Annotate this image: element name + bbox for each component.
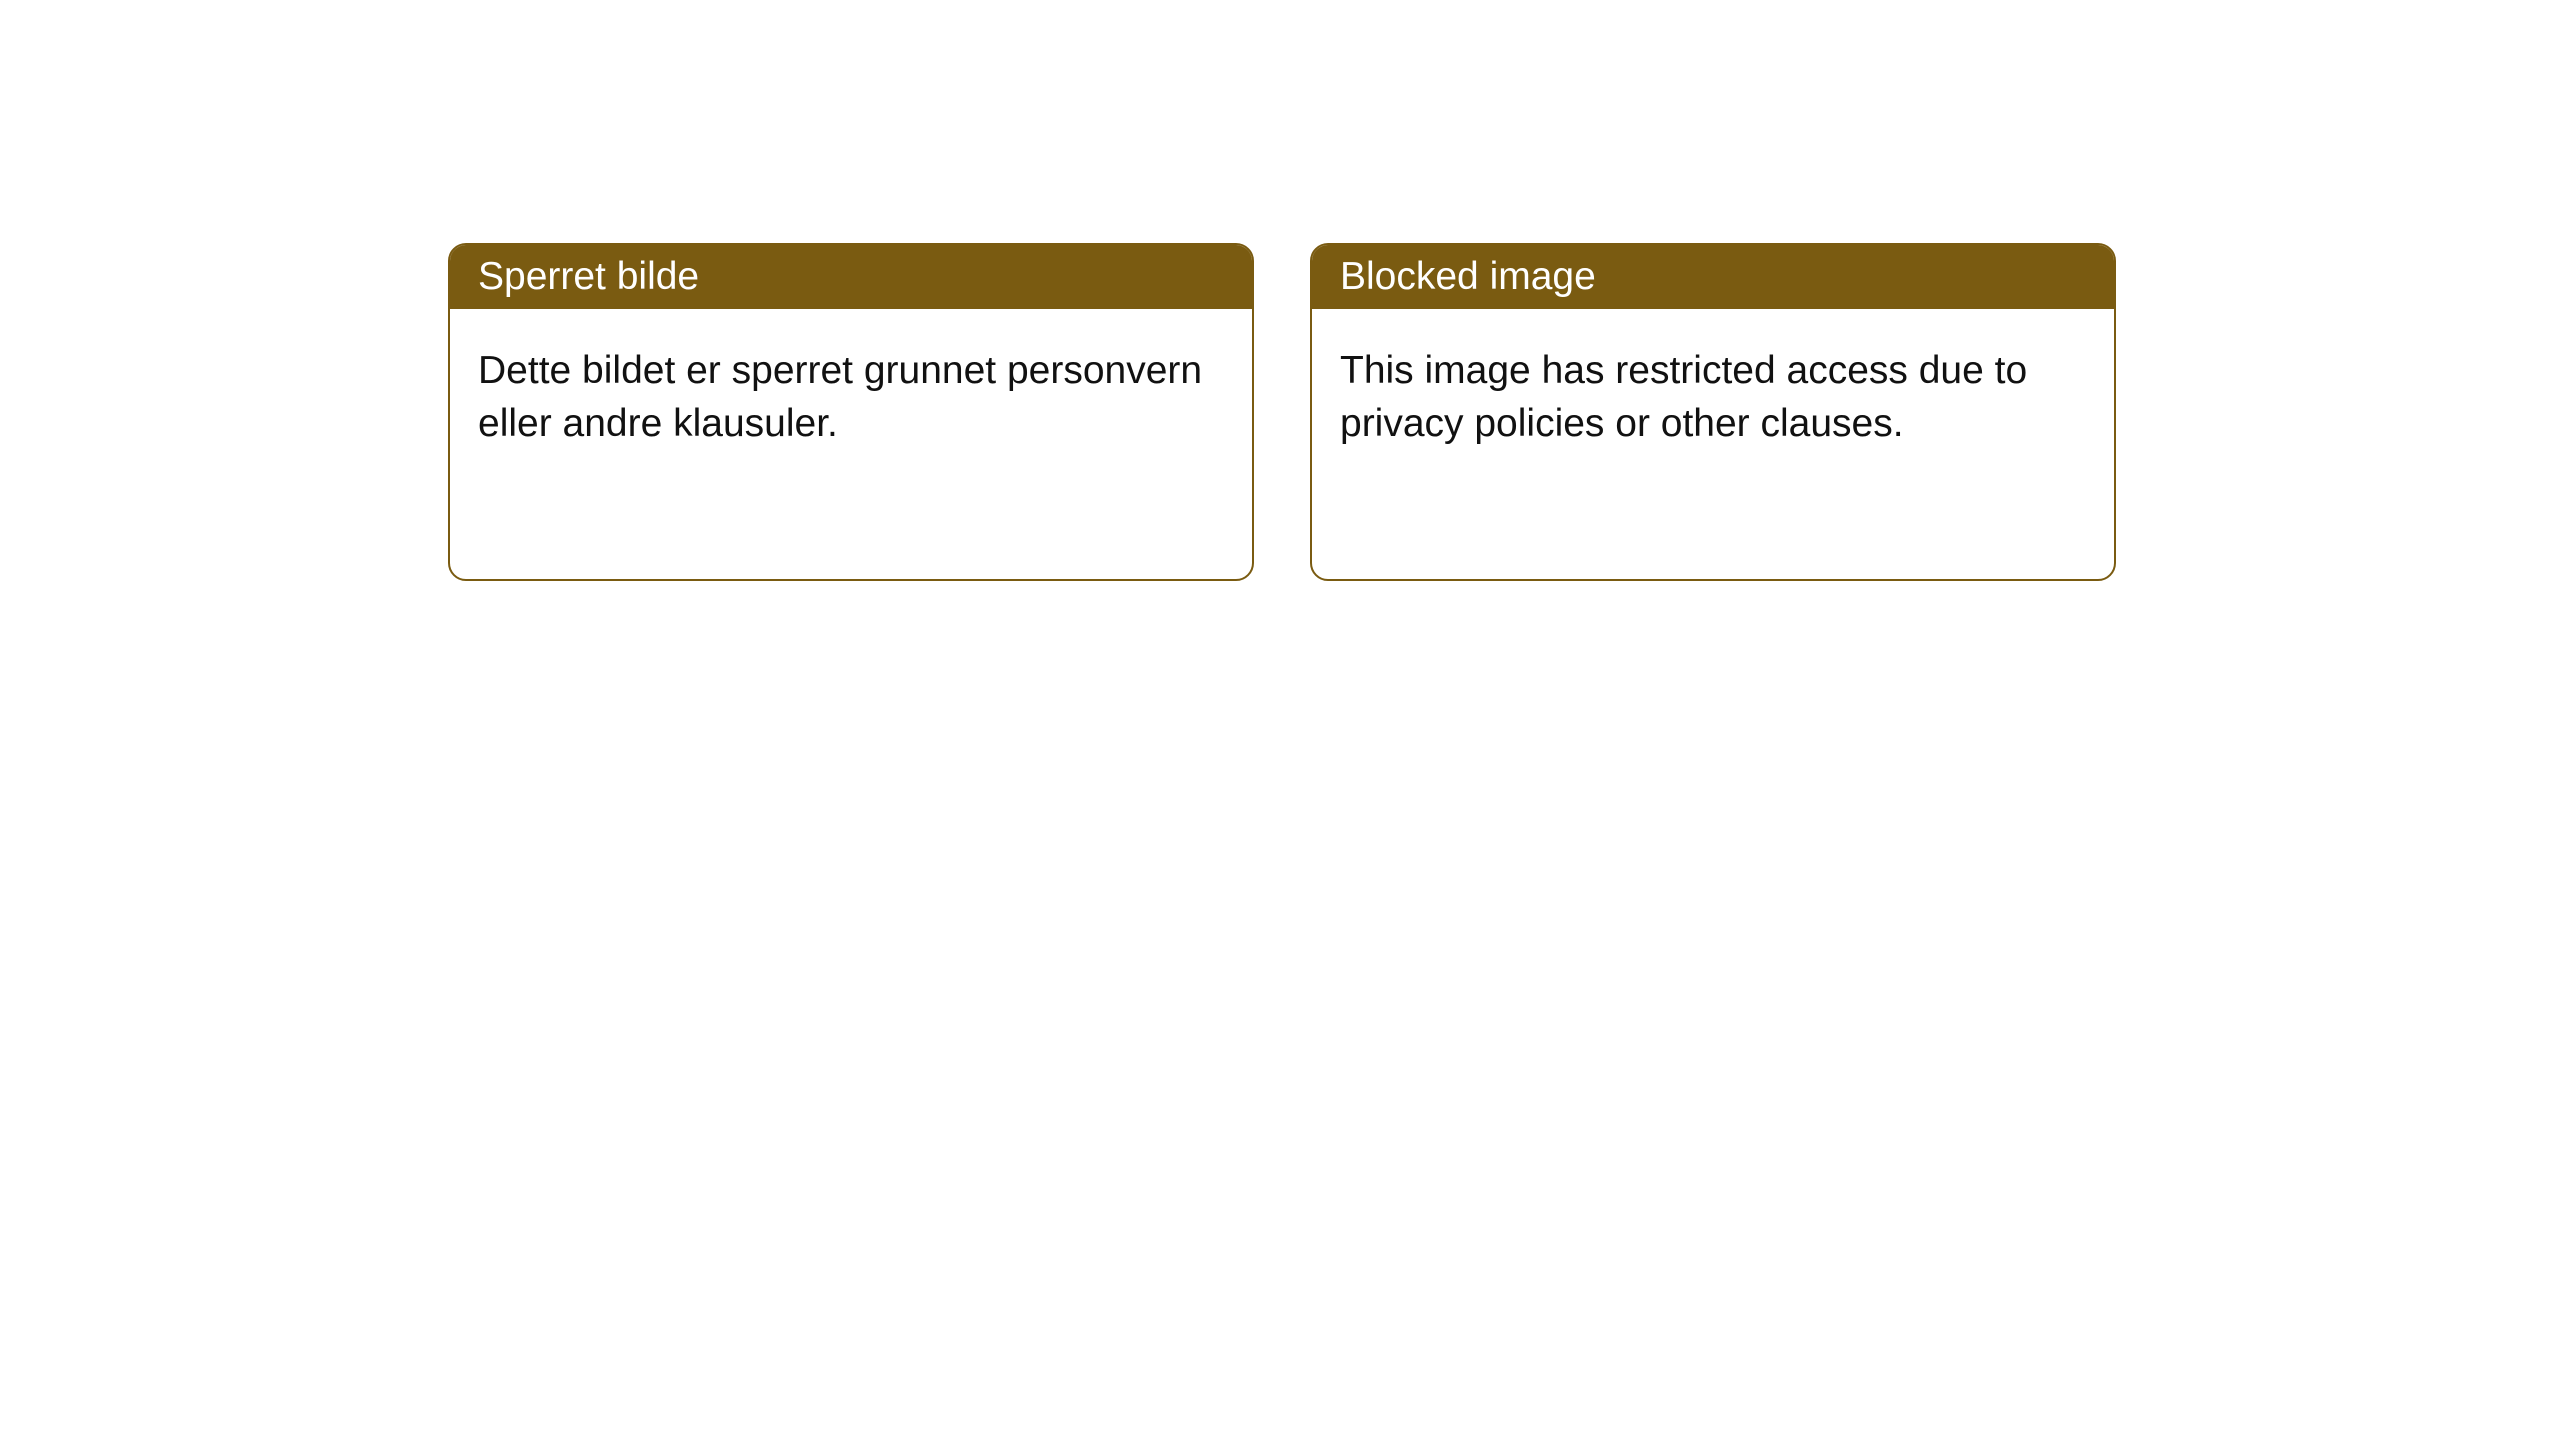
card-text-en: This image has restricted access due to … <box>1340 349 2027 445</box>
card-header-no: Sperret bilde <box>450 245 1252 309</box>
blocked-image-card-en: Blocked image This image has restricted … <box>1310 243 2116 581</box>
cards-container: Sperret bilde Dette bildet er sperret gr… <box>0 0 2560 581</box>
card-header-en: Blocked image <box>1312 245 2114 309</box>
card-text-no: Dette bildet er sperret grunnet personve… <box>478 349 1202 445</box>
blocked-image-card-no: Sperret bilde Dette bildet er sperret gr… <box>448 243 1254 581</box>
card-title-no: Sperret bilde <box>478 255 699 298</box>
card-body-no: Dette bildet er sperret grunnet personve… <box>450 309 1252 486</box>
card-body-en: This image has restricted access due to … <box>1312 309 2114 486</box>
card-title-en: Blocked image <box>1340 255 1596 298</box>
